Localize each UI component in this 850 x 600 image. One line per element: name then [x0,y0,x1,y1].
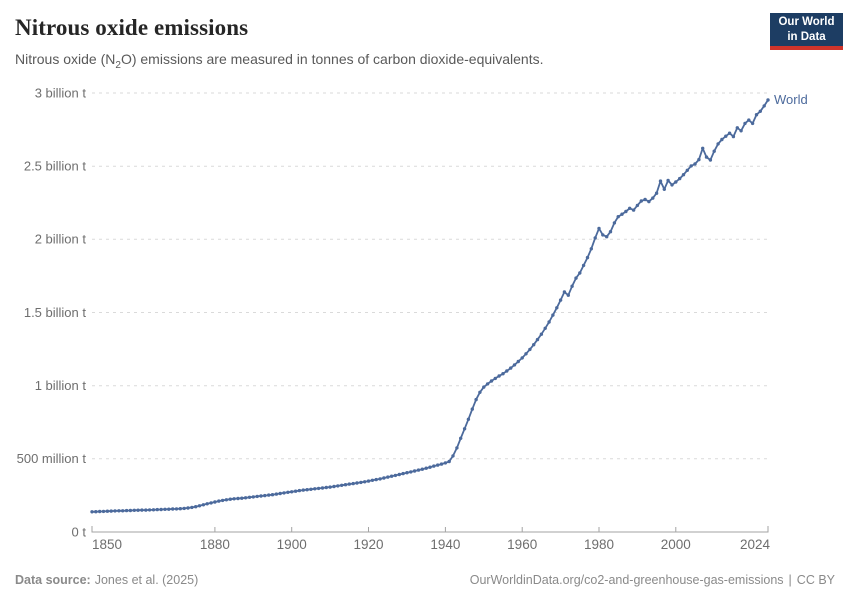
x-tick-label: 1980 [584,537,614,552]
x-tick-label: 1960 [507,537,537,552]
chart-footer: Data source: Jones et al. (2025) OurWorld… [15,573,835,587]
x-axis [91,526,769,533]
y-tick-label: 500 million t [17,451,87,466]
x-tick-label: 1850 [92,537,122,552]
subscript-2: 2 [115,59,121,71]
y-tick-label: 2.5 billion t [24,159,87,174]
data-source-label: Data source: [15,573,91,587]
owid-logo-line2: in Data [787,30,826,43]
owid-logo[interactable]: Our World in Data [770,13,843,50]
data-source: Data source: Jones et al. (2025) [15,573,198,587]
y-tick-label: 2 billion t [35,232,87,247]
license-link[interactable]: CC BY [796,573,835,587]
footer-links: OurWorldinData.org/co2-and-greenhouse-ga… [470,573,835,587]
footer-divider: | [788,573,792,587]
x-tick-label: 2024 [740,537,771,552]
y-tick-label: 1.5 billion t [24,305,87,320]
data-source-value: Jones et al. (2025) [94,573,199,587]
subtitle-text: Nitrous oxide (N [15,51,116,67]
series-end-label[interactable]: World [774,92,808,107]
y-tick-label: 3 billion t [35,85,87,100]
page-title: Nitrous oxide emissions [15,15,249,40]
x-tick-label: 1900 [277,537,307,552]
subtitle-text-cont: O) emissions are measured in tonnes of c… [120,51,544,67]
owid-logo-line1: Our World [778,15,835,28]
x-tick-label: 1920 [353,537,383,552]
y-tick-label: 1 billion t [35,378,87,393]
x-tick-label: 1880 [200,537,230,552]
series-line-world[interactable] [91,99,769,513]
owid-url-link[interactable]: OurWorldinData.org/co2-and-greenhouse-ga… [469,573,784,587]
x-tick-label: 1940 [430,537,460,552]
y-tick-label: 0 t [72,524,87,539]
x-tick-label: 2000 [661,537,691,552]
series-markers [90,98,770,514]
chart-subtitle: Nitrous oxide (N2O) emissions are measur… [15,51,544,71]
